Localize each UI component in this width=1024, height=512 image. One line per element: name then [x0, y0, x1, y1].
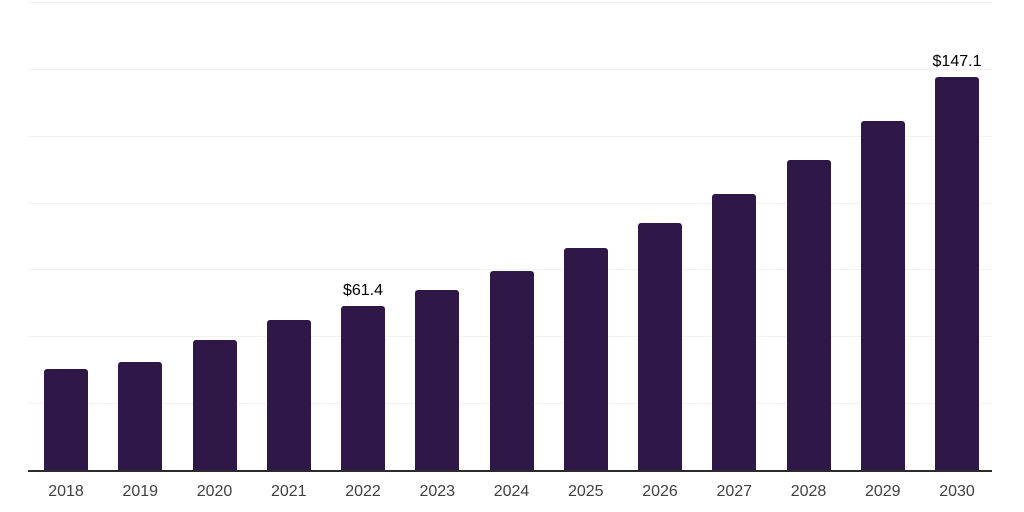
data-label-2030: $147.1 — [932, 53, 982, 71]
bar-2030 — [935, 77, 979, 471]
x-tick-2025: 2025 — [567, 483, 604, 500]
x-tick-2026: 2026 — [642, 483, 678, 500]
bar-2027 — [712, 194, 757, 471]
bar-2022 — [341, 306, 385, 471]
bar-2023 — [415, 289, 460, 471]
x-tick-2023: 2023 — [419, 483, 456, 500]
bar-2018 — [44, 369, 88, 471]
bar-2024 — [489, 270, 534, 471]
gridline-175 — [28, 2, 992, 3]
x-tick-2029: 2029 — [864, 483, 901, 500]
bar-2021 — [266, 320, 311, 471]
x-tick-2024: 2024 — [493, 483, 530, 500]
gridline-100 — [28, 202, 992, 204]
x-tick-2020: 2020 — [196, 483, 233, 500]
bar-2020 — [192, 340, 237, 471]
bar-2029 — [860, 120, 905, 471]
x-tick-2021: 2021 — [270, 483, 307, 500]
x-tick-2018: 2018 — [48, 483, 84, 500]
x-axis-line — [28, 469, 992, 472]
x-tick-2030: 2030 — [939, 483, 975, 500]
x-tick-2019: 2019 — [122, 483, 159, 500]
x-tick-2027: 2027 — [716, 483, 753, 500]
data-label-2022: $61.4 — [342, 282, 384, 300]
x-tick-2028: 2028 — [790, 483, 827, 500]
bar-2025 — [563, 247, 608, 471]
bar-2019 — [118, 361, 163, 471]
bar-2026 — [638, 223, 682, 471]
gridline-150 — [28, 68, 992, 70]
gridline-125 — [28, 135, 992, 137]
x-tick-2022: 2022 — [345, 483, 381, 500]
bar-2028 — [786, 160, 831, 471]
gridline-75 — [28, 269, 992, 271]
